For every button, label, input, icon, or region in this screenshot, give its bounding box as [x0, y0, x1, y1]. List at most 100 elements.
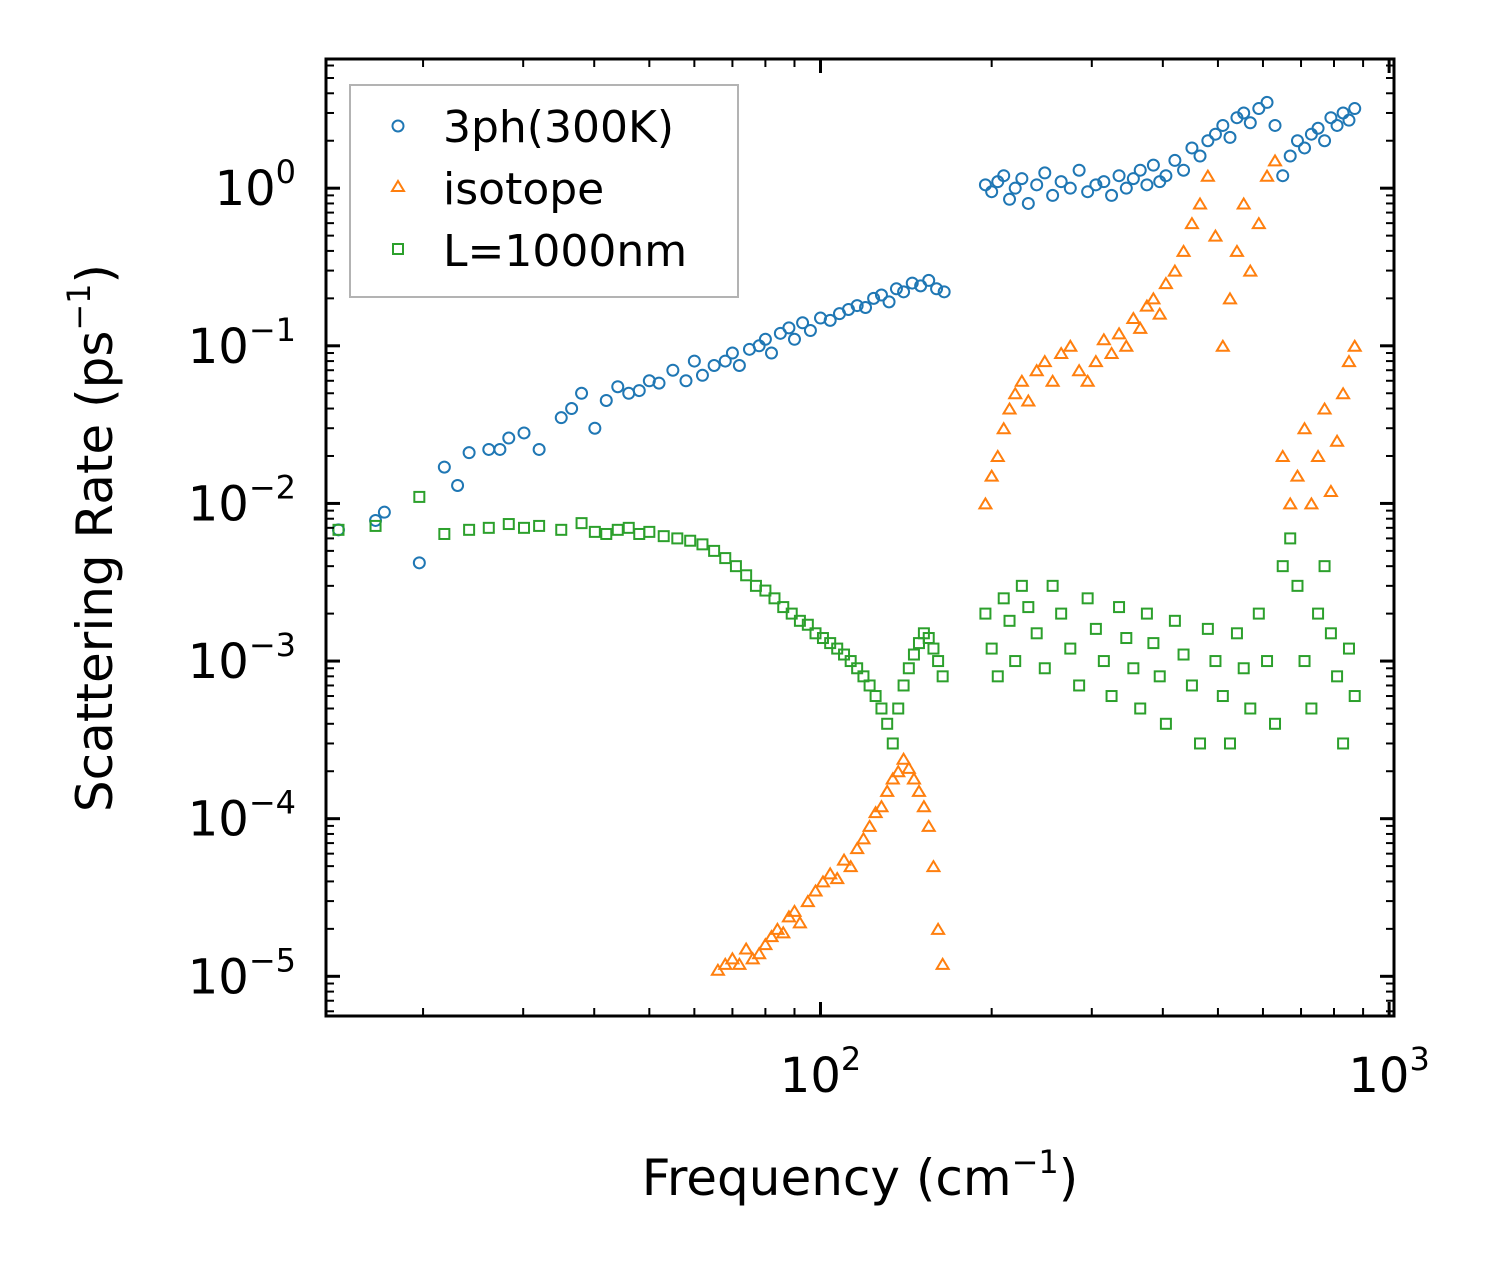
- point-boundary: [1209, 655, 1222, 668]
- point-isotope: [1139, 298, 1155, 312]
- point-isotope: [1310, 449, 1326, 462]
- point-3ph: [1159, 169, 1173, 183]
- point-3ph: [1015, 172, 1029, 186]
- point-boundary: [902, 662, 915, 675]
- point-3ph: [1140, 178, 1154, 192]
- point-boundary: [463, 523, 476, 536]
- data-points: [331, 95, 1363, 976]
- point-isotope: [731, 956, 748, 970]
- point-boundary: [979, 607, 992, 620]
- point-3ph: [377, 505, 391, 519]
- point-isotope: [1088, 354, 1104, 368]
- point-boundary: [740, 569, 753, 582]
- legend-marker-3ph: [391, 119, 405, 133]
- point-isotope: [885, 771, 901, 785]
- point-3ph: [796, 316, 810, 330]
- point-isotope: [983, 468, 1000, 482]
- point-isotope: [1289, 468, 1306, 482]
- point-3ph: [1126, 172, 1140, 186]
- point-3ph: [1318, 134, 1332, 148]
- point-boundary: [844, 655, 857, 668]
- point-boundary: [643, 525, 656, 538]
- legend-marker-isotope: [390, 179, 406, 192]
- point-boundary: [1252, 607, 1265, 620]
- point-boundary: [719, 552, 732, 565]
- series-0: [331, 95, 1362, 570]
- point-isotope: [920, 818, 937, 832]
- point-isotope: [807, 883, 824, 897]
- point-boundary: [1140, 607, 1153, 620]
- point-3ph: [532, 442, 546, 456]
- point-3ph: [897, 285, 911, 299]
- point-boundary: [932, 655, 945, 668]
- point-boundary: [1120, 632, 1133, 645]
- point-isotope: [1071, 363, 1087, 377]
- y-tick-label: 10−1: [188, 311, 296, 375]
- point-isotope: [879, 783, 895, 797]
- point-isotope: [1251, 216, 1267, 230]
- legend-marker-boundary: [392, 243, 404, 255]
- point-boundary: [1105, 690, 1118, 703]
- point-isotope: [1028, 363, 1045, 377]
- point-isotope: [1151, 306, 1168, 320]
- point-isotope: [1222, 291, 1238, 305]
- series-2: [332, 490, 1361, 750]
- point-isotope: [1096, 332, 1112, 346]
- point-3ph: [695, 368, 709, 382]
- point-3ph: [874, 288, 888, 302]
- point-boundary: [1081, 592, 1094, 605]
- point-boundary: [907, 648, 920, 661]
- axis-ticks: 102 103 100 10−1 10−2 10−3 10−4 10−5: [188, 59, 1430, 1104]
- point-isotope: [815, 874, 831, 888]
- y-tick-label: 10−4: [188, 784, 296, 848]
- point-boundary: [671, 532, 684, 545]
- point-boundary: [1127, 662, 1140, 675]
- point-boundary: [1009, 655, 1022, 668]
- point-isotope: [995, 421, 1012, 435]
- point-isotope: [930, 921, 946, 935]
- point-3ph: [905, 276, 919, 290]
- point-boundary: [1194, 737, 1207, 750]
- y-axis-label: Scattering Rate (ps−1): [60, 264, 124, 812]
- point-isotope: [775, 925, 792, 939]
- point-boundary: [875, 702, 888, 715]
- point-isotope: [1175, 243, 1192, 257]
- point-isotope: [1167, 263, 1183, 277]
- point-3ph: [1133, 163, 1147, 177]
- legend-label-3ph: 3ph(300K): [443, 102, 674, 153]
- point-isotope: [925, 859, 942, 873]
- point-boundary: [369, 519, 382, 532]
- point-isotope: [916, 799, 932, 813]
- point-boundary: [1261, 655, 1274, 668]
- point-boundary: [785, 607, 798, 620]
- point-boundary: [1284, 532, 1297, 545]
- plot-frame: [324, 57, 1396, 1018]
- point-3ph: [718, 354, 732, 368]
- point-3ph: [1003, 192, 1017, 206]
- point-boundary: [1030, 627, 1043, 640]
- point-isotope: [1316, 401, 1333, 415]
- point-3ph: [1046, 188, 1060, 202]
- point-isotope: [1274, 449, 1291, 462]
- point-3ph: [1283, 149, 1297, 163]
- point-boundary: [1147, 637, 1160, 650]
- point-boundary: [1298, 655, 1311, 668]
- point-isotope: [1132, 320, 1148, 334]
- point-3ph: [588, 421, 602, 435]
- point-isotope: [1020, 393, 1037, 407]
- point-boundary: [482, 521, 495, 534]
- point-boundary: [1324, 627, 1337, 640]
- point-isotope: [800, 894, 816, 908]
- point-3ph: [867, 291, 881, 305]
- point-isotope: [977, 496, 994, 510]
- point-boundary: [555, 523, 568, 536]
- point-boundary: [1097, 655, 1110, 668]
- point-boundary: [502, 518, 515, 531]
- point-3ph: [1208, 127, 1222, 141]
- point-3ph: [1193, 149, 1207, 163]
- point-3ph: [1311, 121, 1325, 135]
- point-3ph: [412, 556, 426, 570]
- legend-label-boundary: L=1000nm: [443, 226, 687, 277]
- point-isotope: [890, 764, 907, 778]
- point-3ph: [787, 332, 801, 346]
